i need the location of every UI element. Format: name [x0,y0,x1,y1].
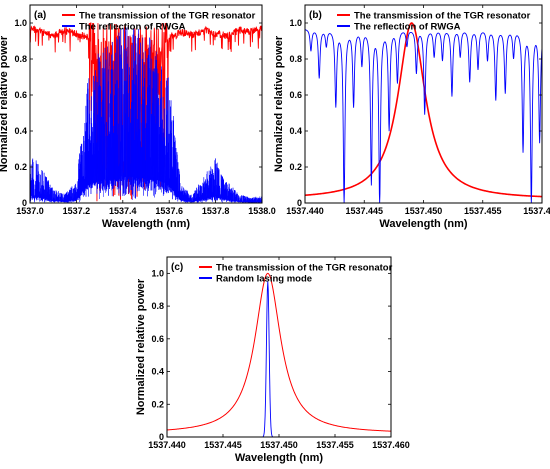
y-tick-label: 0.6 [151,334,164,344]
y-tick-label: 0.4 [289,126,302,136]
y-tick-label: 1.0 [289,18,302,28]
legend-label: The transmission of the TGR resonator [354,11,531,22]
x-tick-label: 1537.455 [316,440,354,450]
legend-label: The reflection of RWGA [79,22,186,33]
y-tick-label: 0.6 [14,90,27,100]
x-tick-label: 1537.0 [16,206,44,216]
y-tick-label: 0 [159,432,164,442]
legend-label: The transmission of the TGR resonator [79,11,256,22]
series-line-2 [305,29,542,203]
x-axis-label: Wavelength (nm) [379,218,468,230]
y-tick-label: 0.2 [151,399,164,409]
y-tick-label: 0.4 [14,126,27,136]
x-axis-label: Wavelength (nm) [235,452,324,464]
series-line-1 [167,272,391,432]
legend-label: The transmission of the TGR resonator [216,263,393,274]
x-tick-label: 1537.450 [260,440,298,450]
x-tick-label: 1537.4 [109,206,137,216]
x-tick-label: 1537.450 [405,206,443,216]
x-tick-label: 1537.460 [372,440,410,450]
y-tick-label: 0.2 [14,162,27,172]
y-tick-label: 0.8 [14,54,27,64]
panel-2: 1537.440 1537.445 1537.450 1537.455 1537.460… [273,4,550,230]
y-tick-label: 1.0 [14,18,27,28]
y-axis-label: Normalized relative power [135,278,147,415]
y-tick-label: 0.8 [151,301,164,311]
y-tick-label: 0 [22,198,27,208]
x-tick-label: 1537.455 [464,206,502,216]
y-tick-label: 0 [297,198,302,208]
panel-3: 1537.440 1537.445 1537.450 1537.455 1537.460… [135,256,410,464]
x-tick-label: 1537.445 [204,440,242,450]
series-line-1 [30,22,262,202]
y-tick-label: 0.4 [151,367,164,377]
axes-frame [29,4,263,204]
plot-area [305,22,542,203]
panel-1: 1537.0 1537.2 1537.4 1537.6 1537.8 1538.0 0 0.2… [0,4,276,230]
axes-frame [304,4,543,204]
x-tick-label: 1537.6 [155,206,183,216]
x-tick-label: 1537.8 [202,206,230,216]
x-axis-label: Wavelength (nm) [102,218,191,230]
x-tick-label: 1537.440 [148,440,186,450]
series-line-2 [167,281,391,437]
y-tick-label: 0.2 [289,162,302,172]
y-axis-label: Normalized relative power [0,35,10,172]
panel-tag: (b) [309,10,322,21]
y-tick-label: 0.6 [289,90,302,100]
legend-label: The reflection of RWGA [354,22,461,33]
x-tick-label: 1537.2 [63,206,91,216]
legend-label: Random lasing mode [216,274,312,285]
series-line-2 [30,27,262,203]
plot-area [30,22,262,203]
plot-area [167,272,391,437]
x-tick-label: 1537.440 [286,206,324,216]
panel-tag: (c) [171,262,183,273]
y-tick-label: 0.8 [289,54,302,64]
y-axis-label: Normalized relative power [273,35,285,172]
x-tick-label: 1538.0 [248,206,276,216]
x-tick-label: 1537.460 [523,206,550,216]
y-tick-label: 1.0 [151,268,164,278]
panel-tag: (a) [34,10,46,21]
x-tick-label: 1537.445 [345,206,383,216]
